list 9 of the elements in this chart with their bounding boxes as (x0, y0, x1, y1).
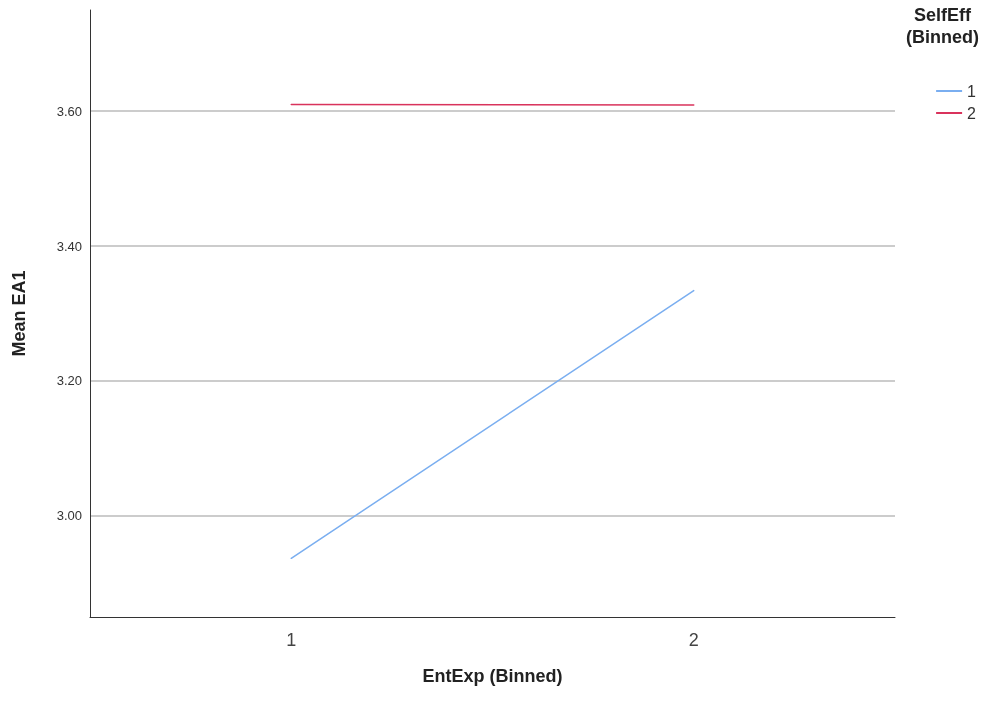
x-axis-title: EntExp (Binned) (422, 666, 563, 686)
y-tick-label: 3.60 (56, 103, 82, 119)
legend-label: 1 (967, 82, 977, 100)
legend-title: SelfEff (Binned) (906, 5, 980, 47)
legend-label: 2 (967, 104, 977, 122)
y-axis-title: Mean EA1 (9, 270, 29, 357)
y-tick-label: 3.40 (56, 238, 82, 254)
y-tick-label: 3.00 (56, 508, 82, 524)
y-tick-label: 3.20 (56, 373, 82, 389)
